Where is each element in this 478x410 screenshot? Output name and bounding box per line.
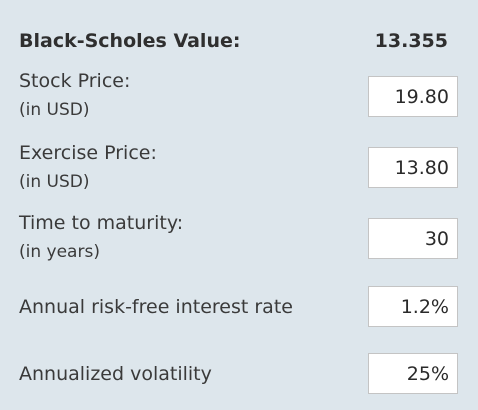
stock-price-unit: (in USD) — [19, 100, 90, 120]
time-to-maturity-input[interactable] — [368, 218, 458, 259]
risk-free-rate-input[interactable] — [368, 286, 458, 327]
time-to-maturity-label: Time to maturity: — [19, 212, 184, 234]
time-to-maturity-unit: (in years) — [19, 242, 100, 262]
stock-price-input[interactable] — [368, 76, 458, 117]
result-label: Black-Scholes Value: — [19, 30, 241, 52]
volatility-label: Annualized volatility — [19, 363, 212, 385]
risk-free-rate-label: Annual risk-free interest rate — [19, 296, 293, 318]
exercise-price-input[interactable] — [368, 147, 458, 188]
volatility-input[interactable] — [368, 353, 458, 394]
stock-price-label: Stock Price: — [19, 70, 131, 92]
result-value: 13.355 — [374, 30, 448, 52]
exercise-price-label: Exercise Price: — [19, 142, 157, 164]
exercise-price-unit: (in USD) — [19, 172, 90, 192]
